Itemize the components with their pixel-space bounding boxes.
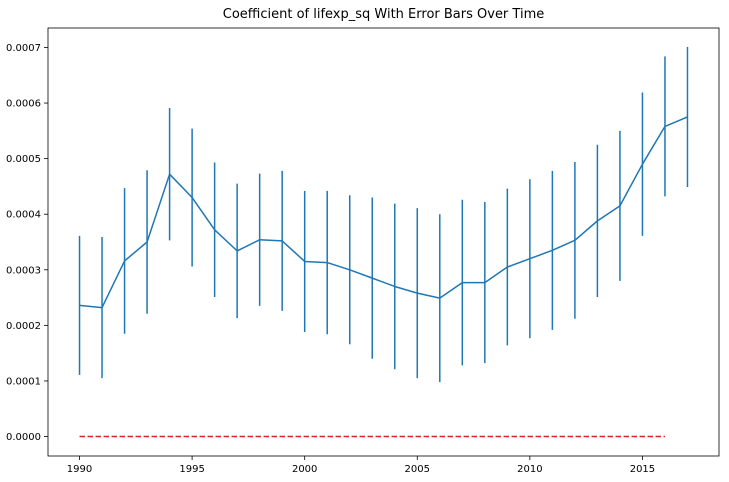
axes: 1990 1995 2000 2005 2010 2015 0.0000 0.0001 0.00…	[6, 27, 720, 475]
x-tick-label: 2010	[517, 464, 542, 475]
y-tick-label: 0.0003	[6, 265, 41, 276]
y-tick-label: 0.0000	[6, 432, 41, 443]
x-tick-label: 2000	[292, 464, 317, 475]
y-tick-label: 0.0007	[6, 43, 41, 54]
y-tick-label: 0.0001	[6, 376, 41, 387]
x-tick-label: 1990	[67, 464, 92, 475]
y-tick-label: 0.0005	[6, 154, 41, 165]
x-tick-label: 2015	[630, 464, 655, 475]
y-tick-label: 0.0006	[6, 99, 41, 110]
axes-frame	[47, 27, 720, 457]
plot-area	[78, 46, 689, 438]
y-tick-label: 0.0002	[6, 321, 41, 332]
series-line	[79, 116, 688, 309]
x-tick-label: 2005	[405, 464, 430, 475]
x-tick-label: 1995	[179, 464, 204, 475]
y-tick-label: 0.0004	[6, 210, 41, 221]
chart-title: Coefficient of lifexp_sq With Error Bars…	[223, 7, 544, 22]
